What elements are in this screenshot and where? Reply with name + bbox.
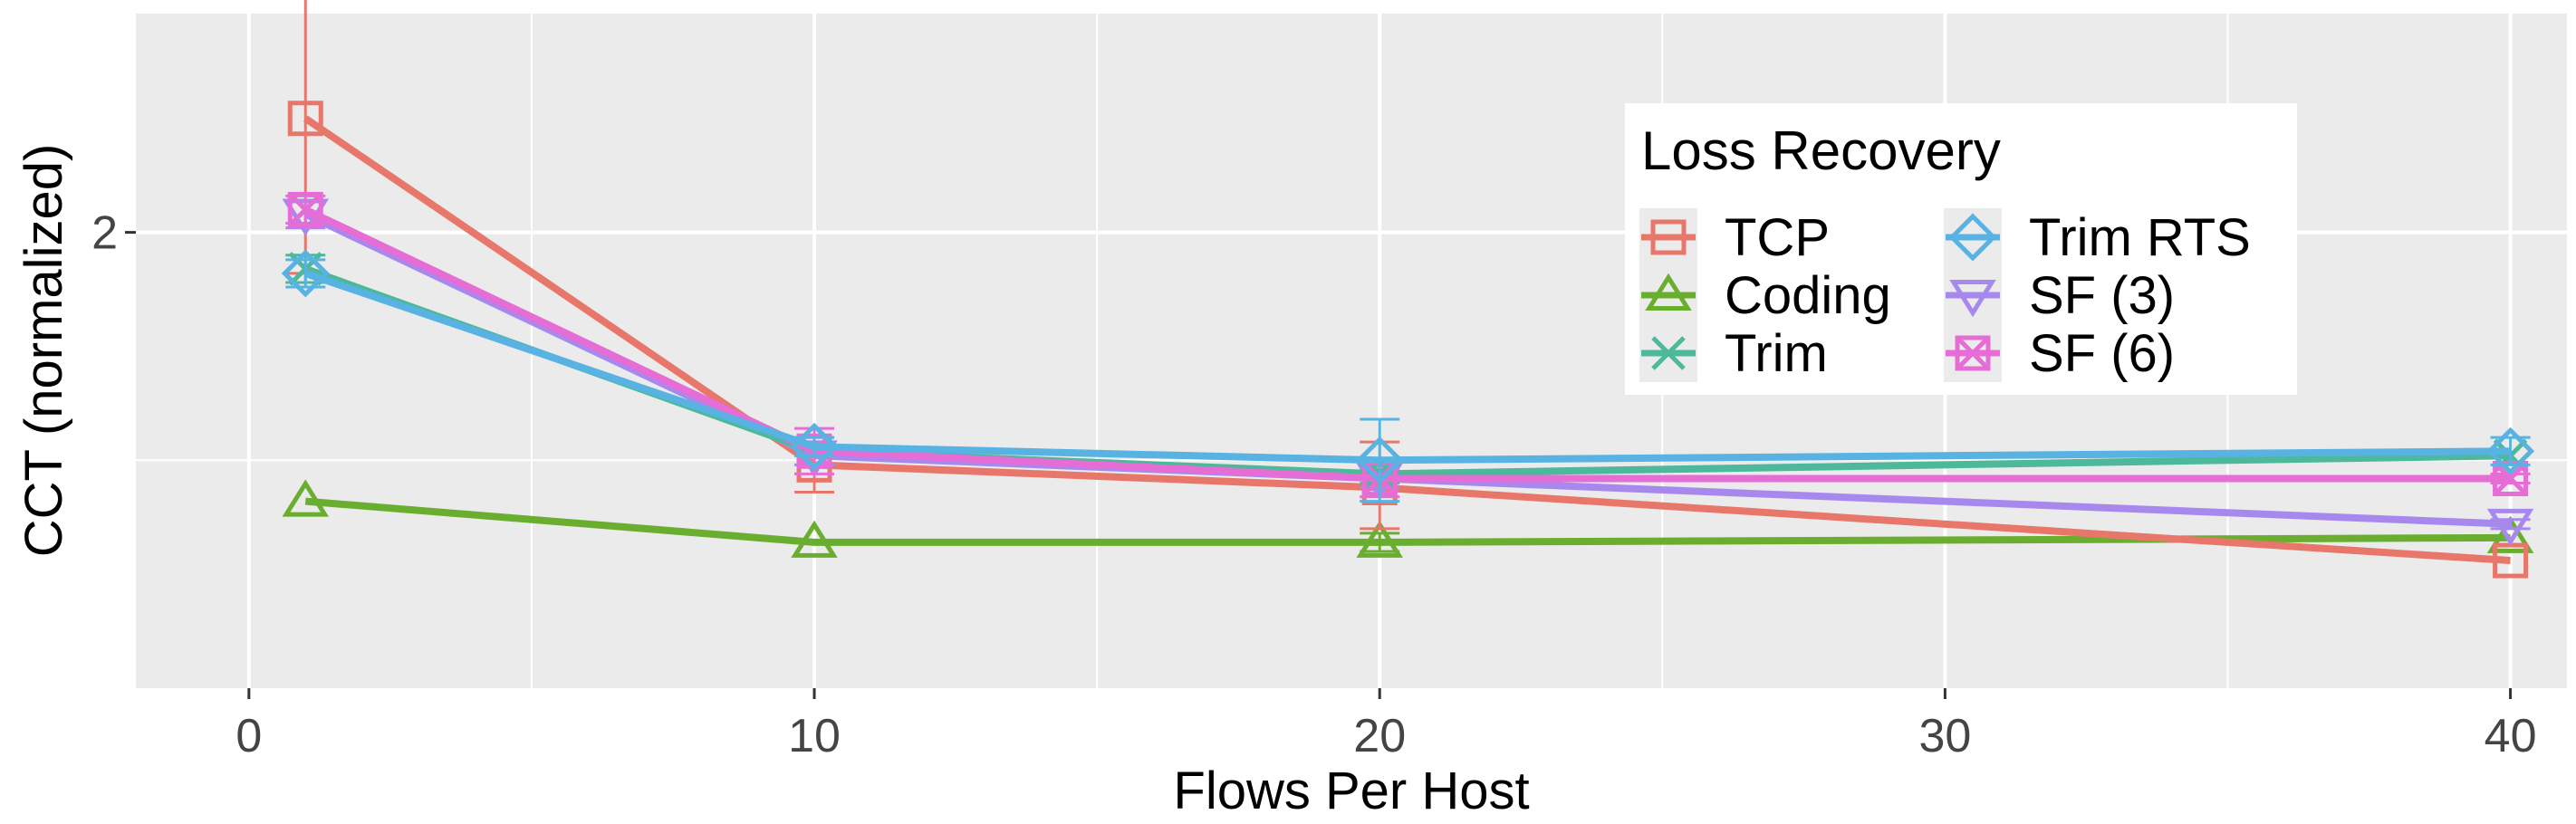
marker-cross-line (288, 192, 323, 227)
marker-square (287, 191, 323, 227)
legend-item: Trim RTS (1944, 208, 2251, 267)
marker-cross-line (2493, 461, 2528, 496)
legend-item: SF (3) (1944, 266, 2175, 325)
y-axis-title: CCT (normalized) (14, 144, 73, 558)
data-point (282, 479, 330, 517)
y-axis: 2 (91, 207, 136, 260)
data-point (2486, 515, 2534, 553)
marker-square (287, 101, 323, 137)
marker-diamond (2486, 426, 2535, 475)
x-tick-label: 40 (2485, 710, 2537, 762)
legend-label: Trim RTS (2029, 208, 2251, 267)
series-line (303, 115, 2511, 565)
data-point (287, 101, 323, 137)
legend-label: SF (3) (2029, 266, 2175, 325)
series-line (304, 497, 2511, 546)
y-tick-label: 2 (91, 207, 118, 260)
x-tick-label: 20 (1353, 710, 1406, 762)
marker-triangle-up (1645, 273, 1692, 311)
marker-diamond (1355, 436, 1404, 484)
series-coding (282, 479, 2534, 558)
data-point (2486, 426, 2535, 475)
legend-label: Coding (1725, 266, 1891, 325)
legend-item: Trim (1639, 324, 1828, 383)
data-point (281, 249, 330, 298)
legend-title: Loss Recovery (1641, 120, 2001, 181)
series-line (303, 206, 2511, 483)
marker-diamond (281, 249, 330, 298)
marker-square (1650, 219, 1687, 255)
marker-square (1955, 335, 1991, 371)
data-point (791, 520, 838, 558)
marker-triangle-up (2486, 515, 2534, 553)
x-tick-label: 30 (1918, 710, 1971, 762)
legend-item: TCP (1639, 208, 1830, 267)
legend-item: SF (6) (1944, 324, 2175, 383)
marker-cross-line (1956, 336, 1990, 370)
data-point (790, 422, 839, 471)
data-point (2486, 508, 2534, 547)
marker-triangle-up (282, 479, 330, 517)
marker-triangle-up (1356, 520, 1403, 558)
marker-triangle-down (2486, 508, 2534, 547)
legend-item: Coding (1639, 266, 1891, 325)
marker-triangle-up (791, 520, 838, 558)
data-point (1356, 520, 1403, 558)
marker-x-line (1651, 336, 1686, 370)
legend-label: TCP (1725, 208, 1830, 267)
marker-triangle-down (1949, 280, 1996, 318)
x-axis: 0 10 20 30 40 (235, 688, 2537, 762)
legend-label: Trim (1725, 324, 1828, 383)
marker-diamond (790, 422, 839, 471)
data-point (1355, 436, 1404, 484)
series-trim-rts (281, 249, 2535, 503)
data-point (287, 191, 323, 227)
legend-label: SF (6) (2029, 324, 2175, 383)
series-line (303, 270, 2511, 465)
x-tick-label: 10 (788, 710, 841, 762)
x-tick-label: 0 (235, 710, 262, 762)
x-axis-title: Flows Per Host (1173, 762, 1529, 820)
series-layer (281, 0, 2535, 579)
marker-diamond (1948, 213, 1997, 262)
